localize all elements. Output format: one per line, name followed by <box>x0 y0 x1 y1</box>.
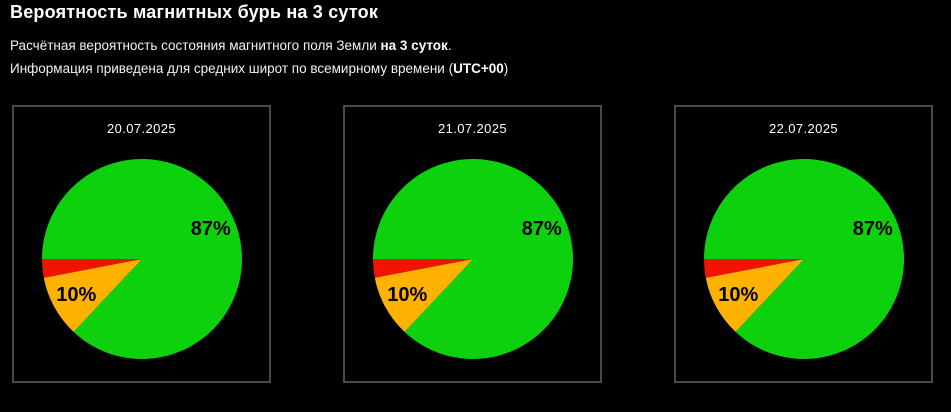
pie-chart: 87% 10% <box>704 158 904 359</box>
forecast-panel-day-1: 20.07.2025 87% 10% <box>12 105 271 383</box>
subtitle-1-suffix: . <box>447 38 452 53</box>
forecast-panel-day-2: 21.07.2025 87% 10% <box>343 105 602 383</box>
pie-slice-quiet <box>704 158 904 359</box>
pie-slice-disturbed <box>43 259 142 332</box>
pie-slice-storm <box>373 259 473 278</box>
forecast-panel-day-3: 22.07.2025 87% 10% <box>674 105 933 383</box>
slice-label-quiet: 87% <box>522 218 562 240</box>
pie-chart: 87% 10% <box>42 158 242 359</box>
forecast-date: 20.07.2025 <box>106 121 177 136</box>
page-title: Вероятность магнитных бурь на 3 суток <box>10 2 379 22</box>
slice-label-quiet: 87% <box>853 218 893 240</box>
slice-label-disturbed: 10% <box>56 284 96 306</box>
subtitle-line-1: Расчётная вероятность состояния магнитно… <box>10 34 508 57</box>
pie-slice-storm <box>704 259 804 278</box>
pie-slice-quiet <box>42 158 242 359</box>
header: Вероятность магнитных бурь на 3 суток Ра… <box>10 2 508 80</box>
subtitle-line-2: Информация приведена для средних широт п… <box>10 57 508 80</box>
forecast-charts-row: 20.07.2025 87% 10% 21.07.2025 87% 10% 22.0… <box>12 105 933 383</box>
slice-label-quiet: 87% <box>191 218 231 240</box>
subtitle-2-bold: UTC+00 <box>453 61 504 76</box>
subtitle-1-bold: на 3 суток <box>380 38 448 53</box>
pie-slice-quiet <box>373 158 573 359</box>
subtitle-1-text: Расчётная вероятность состояния магнитно… <box>10 38 381 53</box>
subtitle-2-suffix: ) <box>503 61 509 76</box>
slice-label-disturbed: 10% <box>387 284 427 306</box>
pie-slice-storm <box>42 259 142 278</box>
forecast-date: 21.07.2025 <box>437 121 508 136</box>
pie-slice-disturbed <box>374 259 473 332</box>
pie-slice-disturbed <box>705 259 804 332</box>
subtitle-2-text: Информация приведена для средних широт п… <box>10 61 454 76</box>
forecast-date: 22.07.2025 <box>768 121 839 136</box>
pie-chart: 87% 10% <box>373 158 573 359</box>
slice-label-disturbed: 10% <box>718 284 758 306</box>
